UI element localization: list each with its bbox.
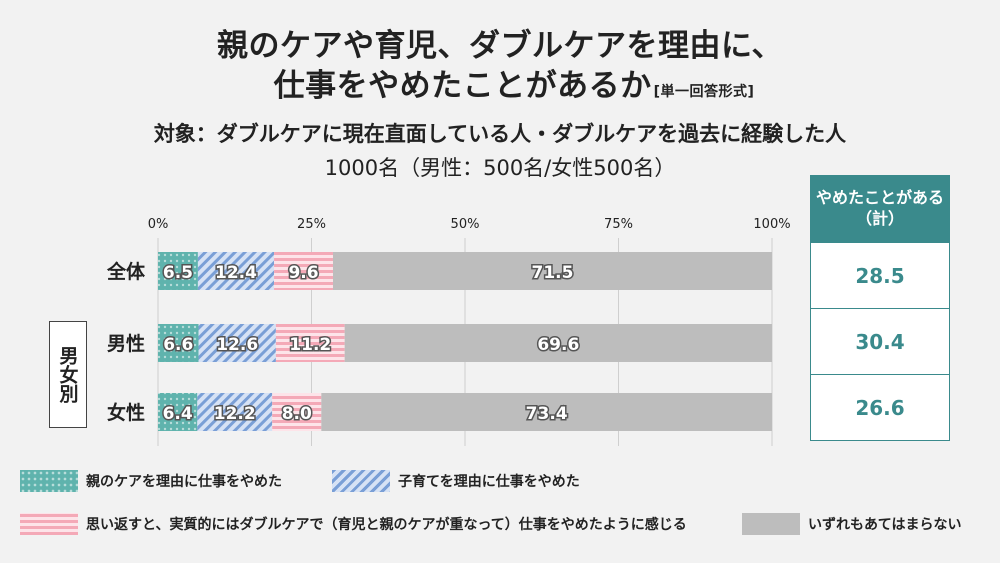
target-description: 対象：ダブルケアに現在直面している人・ダブルケアを過去に経験した人 <box>153 122 847 146</box>
legend-swatch-none <box>742 513 800 535</box>
quit-total-male: 30.4 <box>810 309 950 375</box>
bar-s2-c0 <box>274 252 333 290</box>
bar-s0-c1 <box>158 324 199 362</box>
x-tick-label-25: 25% <box>297 217 326 232</box>
legend-item-double-care: 思い返すと、実質的にはダブルケアで（育児と親のケアが重なって）仕事をやめたように… <box>20 513 687 535</box>
legend-item-childcare: 子育てを理由に仕事をやめた <box>332 470 580 492</box>
x-tick-label-0: 0% <box>148 217 169 232</box>
quit-total-table: やめたことがある（計） 28.5 30.4 26.6 <box>810 175 950 441</box>
legend-label-childcare: 子育てを理由に仕事をやめた <box>398 474 580 490</box>
sample-size: 1000名（男性：500名/女性500名） <box>324 156 676 180</box>
category-label-2: 女性 <box>107 401 145 424</box>
x-tick-label-100: 100% <box>753 217 790 232</box>
bar-s1-c0 <box>197 252 275 290</box>
x-axis-ticks: 0% 25% 50% 75% 100% <box>148 217 791 232</box>
bar-s2-c1 <box>275 324 345 362</box>
legend-label-none: いずれもあてはまらない <box>808 517 962 533</box>
legend: 親のケアを理由に仕事をやめた 子育てを理由に仕事をやめた 思い返すと、実質的には… <box>20 468 990 558</box>
legend-swatch-childcare <box>332 470 390 492</box>
x-tick-label-50: 50% <box>451 217 480 232</box>
legend-swatch-double-care <box>20 513 78 535</box>
data-label-s2-c1: 11.2 <box>289 335 331 355</box>
data-label-s0-c0: 6.5 <box>163 263 193 283</box>
bar-s3-c1 <box>344 324 772 362</box>
data-label-s1-c0: 12.4 <box>215 263 257 283</box>
bar-s3-c2 <box>321 393 772 431</box>
x-tick-label-75: 75% <box>604 217 633 232</box>
data-label-s3-c0: 71.5 <box>532 263 574 283</box>
data-label-s3-c2: 73.4 <box>526 404 568 424</box>
bar-s0-c0 <box>158 252 198 290</box>
chart-title-line2-text: 仕事をやめたことがあるか <box>273 68 652 104</box>
bar-s2-c2 <box>272 393 322 431</box>
question-format-note: [単一回答形式] <box>653 84 755 100</box>
data-label-s0-c1: 6.6 <box>163 335 193 355</box>
quit-total-header: やめたことがある（計） <box>810 175 950 243</box>
data-label-s1-c1: 12.6 <box>216 335 258 355</box>
category-label-0: 全体 <box>106 260 146 283</box>
legend-label-double-care: 思い返すと、実質的にはダブルケアで（育児と親のケアが重なって）仕事をやめたように… <box>86 517 687 533</box>
legend-item-parent-care: 親のケアを理由に仕事をやめた <box>20 470 282 492</box>
bar-s1-c1 <box>198 324 276 362</box>
legend-item-none: いずれもあてはまらない <box>742 513 961 535</box>
bar-s1-c2 <box>197 393 273 431</box>
data-label-s0-c2: 6.4 <box>163 404 193 424</box>
data-label-s1-c2: 12.2 <box>214 404 256 424</box>
data-label-s2-c2: 8.0 <box>282 404 312 424</box>
category-label-1: 男性 <box>107 332 145 355</box>
chart-title-line1: 親のケアや育児、ダブルケアを理由に、 <box>216 28 784 64</box>
quit-total-female: 26.6 <box>810 375 950 441</box>
data-label-s2-c0: 9.6 <box>288 263 318 283</box>
data-label-s3-c1: 69.6 <box>537 335 579 355</box>
quit-total-overall: 28.5 <box>810 243 950 309</box>
bars: 6.5 12.4 9.6 71.5 6.6 12.6 11.2 69.6 6.4 12.2 8.0 7… <box>158 252 772 431</box>
bar-s3-c0 <box>332 252 772 290</box>
chart-title-line2: 仕事をやめたことがあるか [単一回答形式] <box>0 60 1000 105</box>
bar-s0-c2 <box>158 393 198 431</box>
gender-group-label: 男女別 <box>49 321 87 428</box>
legend-swatch-parent-care <box>20 470 78 492</box>
legend-label-parent-care: 親のケアを理由に仕事をやめた <box>86 474 282 490</box>
